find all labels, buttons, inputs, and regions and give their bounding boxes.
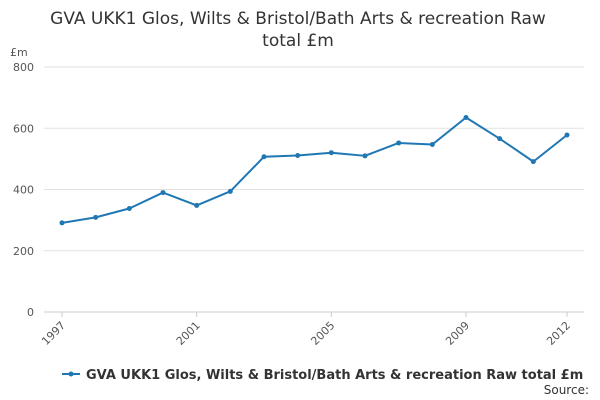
data-point-2006	[362, 153, 368, 159]
data-point-1998	[93, 214, 99, 220]
data-point-2007	[396, 140, 402, 146]
data-point-2009	[463, 115, 469, 121]
y-tick-label-600: 600	[13, 122, 34, 135]
data-point-2004	[295, 153, 301, 159]
chart-title-line-2: total £m	[262, 31, 334, 51]
data-point-2008	[429, 141, 435, 147]
data-point-2005	[328, 150, 334, 156]
data-point-1999	[126, 205, 132, 211]
y-axis-ticks: 0 200 400 600 800	[13, 61, 34, 319]
data-point-2001	[194, 202, 200, 208]
x-tick-label-2001: 2001	[174, 319, 203, 348]
legend-label: GVA UKK1 Glos, Wilts & Bristol/Bath Arts…	[86, 368, 583, 383]
data-point-2011	[530, 159, 536, 165]
gridlines	[44, 66, 584, 313]
data-point-2003	[261, 154, 267, 160]
series-line	[61, 116, 568, 224]
y-axis-unit: £m	[10, 46, 28, 59]
legend[interactable]: GVA UKK1 Glos, Wilts & Bristol/Bath Arts…	[62, 368, 583, 383]
x-tick-label-2005: 2005	[308, 319, 337, 348]
x-tick-label-2012: 2012	[544, 319, 573, 348]
y-tick-label-200: 200	[13, 245, 34, 258]
source-label[interactable]: Source:	[544, 383, 589, 397]
chart-title-line-1: GVA UKK1 Glos, Wilts & Bristol/Bath Arts…	[50, 9, 546, 29]
x-tick-label-1997: 1997	[39, 319, 68, 348]
x-tick-label-2009: 2009	[443, 319, 472, 348]
y-tick-label-800: 800	[13, 61, 34, 74]
x-axis: 1997 2001 2005 2009 2012	[39, 311, 584, 348]
data-point-2010	[497, 136, 503, 142]
data-point-2002	[227, 188, 233, 194]
data-point-1997	[59, 220, 65, 226]
y-tick-label-0: 0	[27, 306, 34, 319]
y-tick-label-400: 400	[13, 184, 34, 197]
data-point-2000	[160, 190, 166, 196]
series-group	[59, 115, 570, 226]
data-point-2012	[564, 132, 570, 138]
legend-swatch-marker	[68, 371, 74, 377]
